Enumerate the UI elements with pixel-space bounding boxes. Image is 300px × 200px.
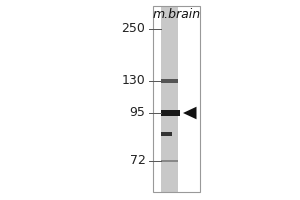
Text: m.brain: m.brain <box>152 7 200 21</box>
Text: 250: 250 <box>122 22 146 36</box>
Bar <box>160 110 180 116</box>
Bar <box>161 79 178 83</box>
Bar <box>161 160 178 162</box>
Bar <box>161 6 178 192</box>
Text: 130: 130 <box>122 74 146 88</box>
Polygon shape <box>183 107 196 119</box>
Bar <box>160 132 172 136</box>
Text: 95: 95 <box>130 106 146 119</box>
Bar <box>161 111 178 115</box>
Text: 72: 72 <box>130 154 146 168</box>
Bar <box>153 6 200 192</box>
